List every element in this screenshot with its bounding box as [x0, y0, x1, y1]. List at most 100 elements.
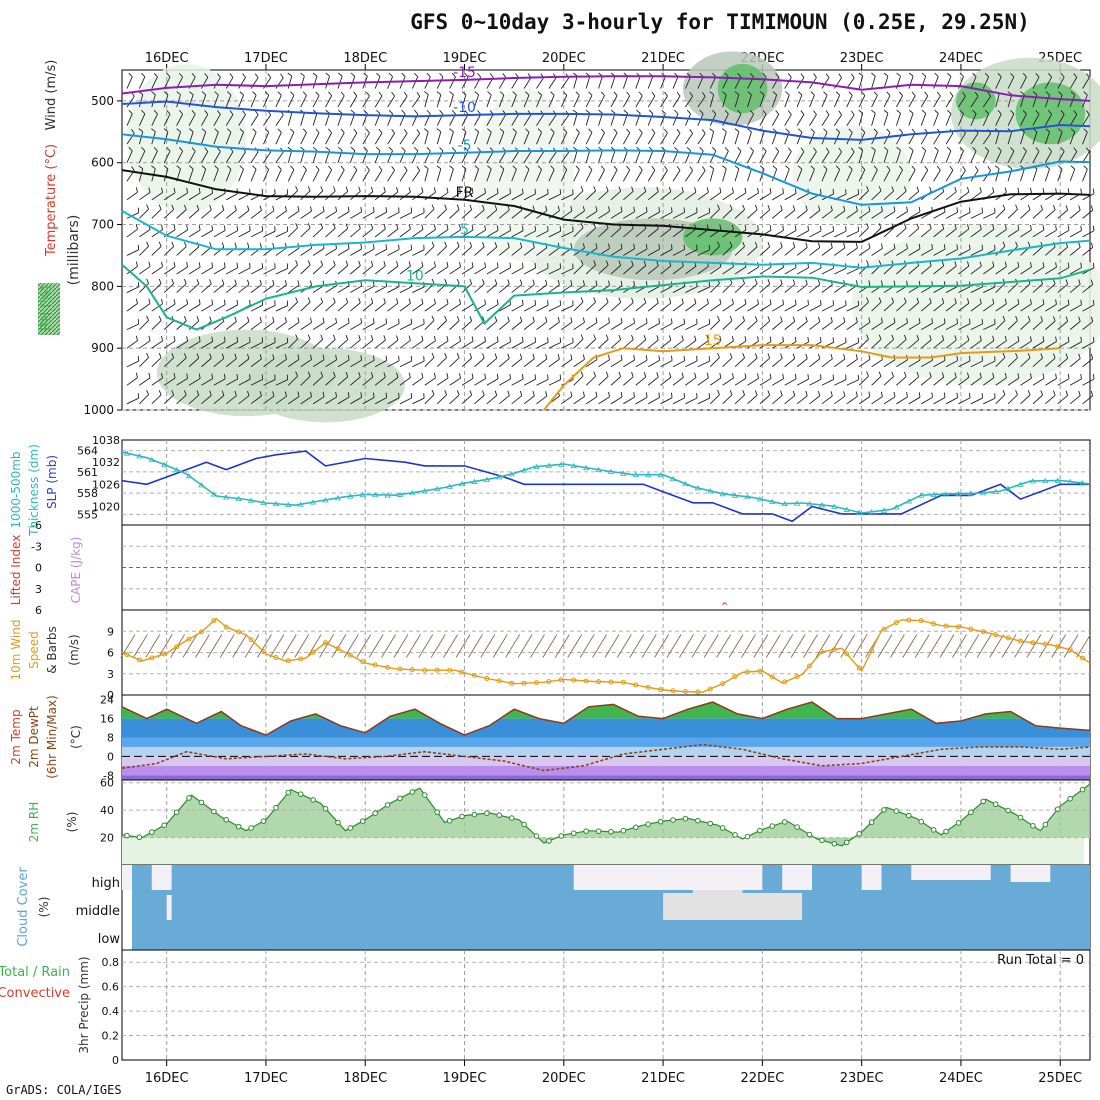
- wind-barb-flag: [595, 280, 598, 286]
- wind-barb-flag: [880, 317, 883, 323]
- wind-barb: [486, 246, 498, 256]
- rh-marker: [496, 812, 503, 818]
- wind-barb-flag: [507, 242, 510, 248]
- wind-barb-flag: [934, 109, 939, 114]
- wind-barb: [796, 193, 809, 201]
- wind-barb-flag: [1055, 225, 1057, 231]
- wind-barb: [610, 265, 621, 275]
- wind-barb: [982, 150, 990, 163]
- wind-barb: [486, 151, 494, 163]
- wind-barb-flag: [643, 372, 647, 378]
- wind-barb: [436, 76, 444, 89]
- wind-barb-flag: [608, 354, 610, 360]
- thickness-marker: [533, 463, 540, 470]
- wind-barb: [834, 305, 847, 312]
- wind-barb-flag: [855, 354, 858, 360]
- wind-barb-flag: [994, 165, 1000, 170]
- wind-barb-flag: [585, 109, 591, 114]
- wind-barb-flag: [825, 110, 830, 116]
- wind-barb-flag: [322, 206, 325, 212]
- wind-barb: [995, 246, 1006, 256]
- wind-barb-flag: [496, 188, 499, 194]
- thickness-marker: [384, 492, 391, 498]
- wind-speed-marker: [1055, 644, 1061, 650]
- wind-barb: [139, 283, 149, 293]
- wind-barb-flag: [792, 242, 796, 248]
- wind-barb: [300, 247, 312, 256]
- wind-speed-marker: [633, 682, 639, 688]
- wind-barb: [201, 168, 207, 182]
- wind-barb: [399, 212, 412, 219]
- wind-barb: [225, 114, 234, 126]
- wind-barb-flag: [1065, 316, 1069, 322]
- wind-barb: [858, 95, 866, 108]
- wind-barb-flag: [608, 206, 610, 212]
- wind-barb: [871, 95, 878, 108]
- wind-barb: [585, 75, 591, 89]
- wind-barb: [896, 190, 907, 201]
- series-line: [121, 450, 1090, 523]
- wind-barb-flag: [972, 72, 977, 77]
- wind-barb-flag: [444, 390, 447, 395]
- wind-barb-flag: [494, 316, 498, 322]
- wind-barb-flag: [954, 372, 957, 378]
- wind-barb: [449, 94, 454, 108]
- wind-barb-flag: [196, 316, 200, 322]
- wind-barb-flag: [1029, 373, 1032, 379]
- wind-barb-flag: [734, 165, 740, 170]
- wind-barb: [424, 320, 435, 330]
- wind-barb: [486, 283, 498, 293]
- wind-barb: [685, 323, 698, 331]
- wind-barb: [623, 265, 634, 275]
- wind-barb: [995, 303, 1007, 312]
- wind-speed-marker: [918, 618, 924, 624]
- wind-barb-flag: [658, 392, 661, 398]
- rh-marker: [645, 821, 651, 828]
- wind-barb-flag: [1085, 110, 1090, 115]
- wind-barb: [263, 210, 275, 219]
- wind-barb: [1007, 394, 1018, 405]
- rh-marker: [372, 810, 378, 816]
- wind-barb: [126, 266, 138, 275]
- wind-barb: [188, 192, 201, 201]
- wind-barb: [275, 321, 287, 331]
- wind-barb: [362, 376, 374, 386]
- wind-barb-flag: [320, 371, 324, 377]
- wind-barb: [461, 192, 474, 201]
- rh-shade-blob: [682, 218, 743, 256]
- wind-barb: [387, 323, 400, 331]
- wind-barb: [275, 210, 287, 219]
- wind-barb: [275, 379, 288, 386]
- wind-barb-flag: [1015, 315, 1018, 321]
- wind-barb-flag: [794, 225, 797, 231]
- wind-barb: [685, 397, 698, 405]
- panel-label: (m/s): [67, 634, 81, 665]
- wind-barb: [635, 396, 648, 405]
- wind-barb: [548, 284, 560, 293]
- surface-wind-barb: [182, 634, 198, 658]
- wind-speed-marker: [186, 636, 192, 642]
- wind-barb: [238, 169, 244, 182]
- wind-barb: [536, 304, 549, 312]
- wind-speed-marker: [484, 675, 490, 681]
- wind-barb: [225, 131, 232, 145]
- wind-barb: [126, 323, 139, 331]
- wind-barb: [499, 267, 511, 275]
- wind-barb-flag: [929, 186, 932, 192]
- wind-barb: [759, 320, 770, 330]
- wind-barb-flag: [729, 315, 733, 321]
- wind-speed-marker: [273, 654, 279, 660]
- wind-barb: [734, 357, 745, 368]
- wind-barb-flag: [340, 128, 345, 134]
- wind-barb: [288, 321, 300, 331]
- wind-barb-flag: [161, 224, 163, 230]
- rh-marker: [657, 818, 664, 825]
- wind-barb-flag: [328, 91, 333, 96]
- wind-barb: [288, 284, 300, 293]
- precip-tick-label: 0.2: [102, 1030, 120, 1043]
- wind-barb-flag: [302, 91, 307, 96]
- wind-barb: [722, 377, 734, 386]
- wind-barb-flag: [469, 241, 473, 247]
- wind-barb-flag: [449, 128, 454, 133]
- wind-speed-marker: [397, 666, 403, 672]
